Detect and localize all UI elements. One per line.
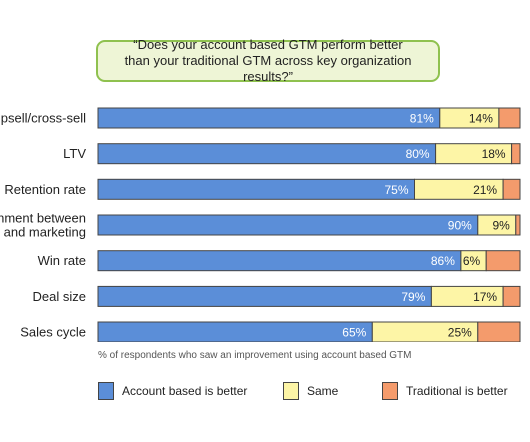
category-label: Win rate (38, 253, 86, 268)
legend-item-same: Same (283, 382, 338, 400)
bar-segment-better (97, 107, 441, 129)
bar-segment-traditional (502, 178, 521, 200)
bar-segment-better (97, 143, 437, 165)
data-label-better: 75% (384, 183, 408, 197)
legend-swatch-traditional (382, 382, 398, 400)
data-label-same: 25% (448, 326, 472, 340)
data-label-same: 17% (473, 290, 497, 304)
category-label: Sales cycle (20, 325, 86, 340)
data-label-better: 79% (401, 290, 425, 304)
legend-label-same: Same (307, 384, 339, 398)
bar-segment-better (97, 178, 415, 200)
legend-item-traditional: Traditional is better (382, 382, 508, 400)
legend-label-traditional: Traditional is better (406, 384, 508, 398)
footnote: % of respondents who saw an improvement … (98, 350, 412, 361)
data-label-same: 6% (463, 254, 481, 268)
question-box: “Does your account based GTM perform bet… (96, 37, 440, 84)
bar-segment-traditional (502, 285, 521, 307)
legend-label-better: Account based is better (122, 384, 248, 398)
stacked-bar-chart: Upsell/cross-sell 81% 14% LTV 80% 18% Retentio… (0, 107, 521, 342)
legend-swatch-same (283, 382, 299, 400)
data-label-better: 90% (448, 219, 472, 233)
legend-item-better: Account based is better (98, 382, 247, 400)
data-label-better: 86% (431, 254, 455, 268)
question-text: “Does your account based GTM perform bet… (124, 37, 412, 84)
data-label-same: 21% (473, 183, 497, 197)
bar-segment-traditional (511, 143, 521, 165)
data-label-same: 14% (469, 112, 493, 126)
bar-segment-traditional (498, 107, 521, 129)
bar-segment-better (97, 214, 479, 236)
legend-swatch-better (98, 382, 114, 400)
data-label-better: 65% (342, 326, 366, 340)
bar-segment-traditional (485, 250, 521, 272)
category-label: Alignment betweensales and marketing (0, 211, 86, 240)
bar-segment-better (97, 250, 462, 272)
category-label: Upsell/cross-sell (0, 111, 86, 126)
bar-segment-better (97, 285, 432, 307)
category-label: Deal size (33, 289, 86, 304)
data-label-better: 81% (410, 112, 434, 126)
data-label-same: 9% (492, 219, 510, 233)
data-label-better: 80% (406, 147, 430, 161)
bar-segment-traditional (515, 214, 521, 236)
bar-segment-traditional (477, 321, 521, 342)
category-label: Retention rate (4, 182, 86, 197)
category-label: LTV (63, 146, 86, 161)
data-label-same: 18% (482, 147, 506, 161)
bar-segment-better (97, 321, 373, 342)
